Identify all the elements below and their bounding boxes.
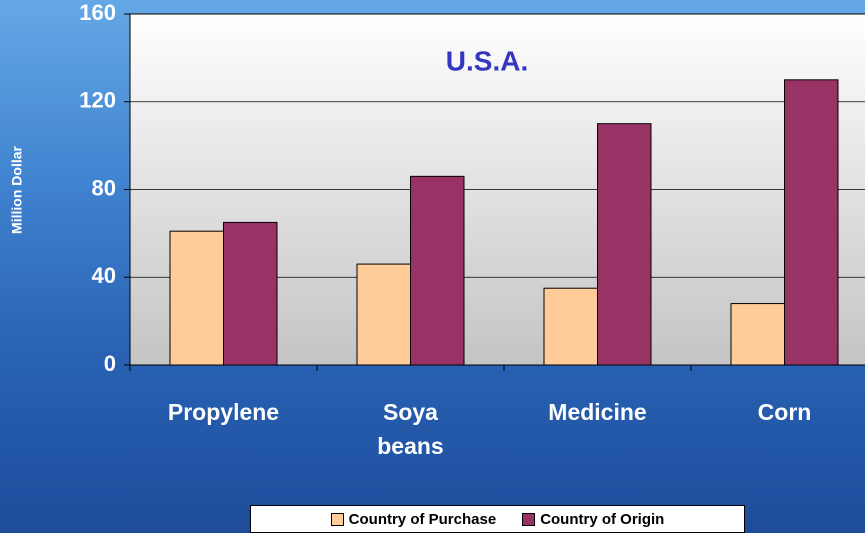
legend: Country of Purchase Country of Origin [250,505,745,533]
y-tick-label: 80 [92,175,116,200]
x-tick-label: Medicine [538,395,658,429]
page: U.S.A. Million Dollar 0 40 80 120 160 Countr… [0,0,865,533]
subtitle: U.S.A. [446,45,528,76]
bar [170,231,224,365]
x-tick-label: Corn [725,395,845,429]
bar [598,124,652,365]
legend-swatch [522,513,535,526]
bar [544,288,598,365]
legend-item: Country of Purchase [331,511,497,528]
y-tick-label: 40 [92,263,116,288]
bar [224,222,278,365]
y-tick-label: 120 [79,88,116,113]
x-tick-label: Soya beans [351,395,471,463]
bar [357,264,411,365]
y-tick-label: 0 [104,351,116,376]
legend-label: Country of Origin [540,511,664,528]
legend-swatch [331,513,344,526]
x-tick-label: Propylene [164,395,284,429]
bar [785,80,839,365]
legend-item: Country of Origin [522,511,664,528]
legend-label: Country of Purchase [349,511,497,528]
bar [411,176,465,365]
y-tick-label: 160 [79,0,116,25]
bar [731,304,785,365]
y-axis-label: Million Dollar [9,146,25,234]
